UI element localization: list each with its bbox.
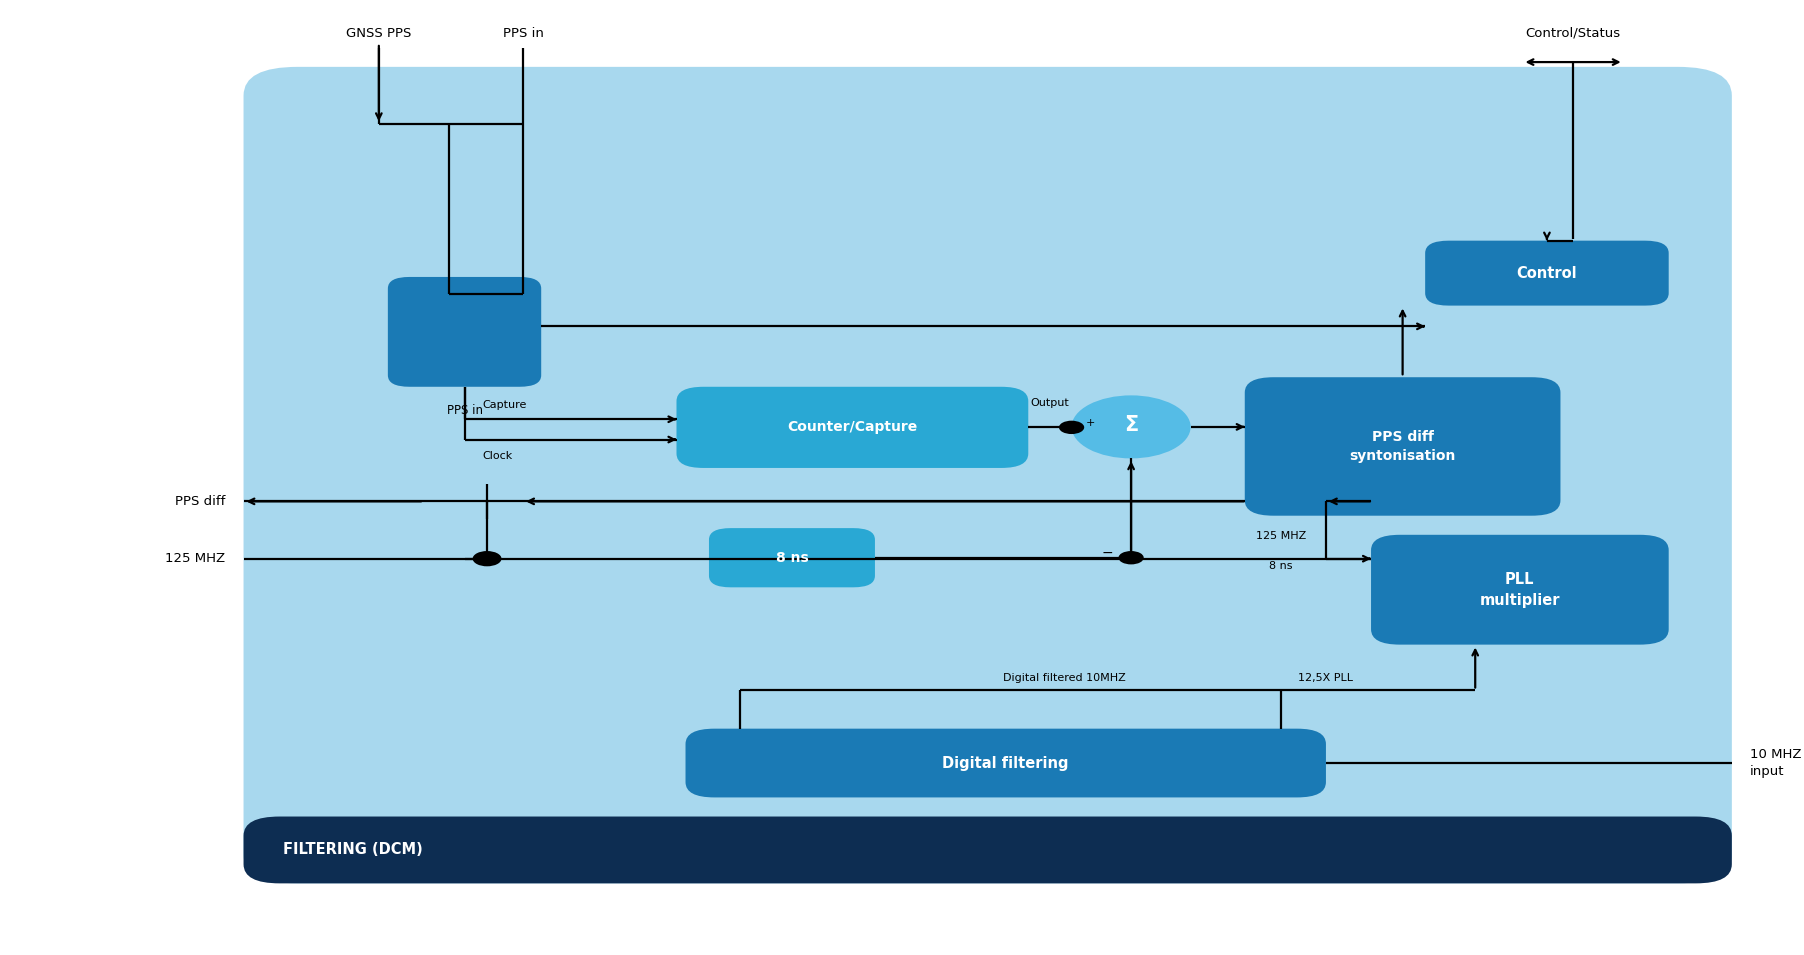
Text: Clock: Clock <box>483 451 512 461</box>
Text: −: − <box>1102 546 1113 560</box>
Text: Capture: Capture <box>483 400 527 410</box>
Text: Σ: Σ <box>1124 415 1138 435</box>
FancyBboxPatch shape <box>1425 241 1669 306</box>
Text: Control: Control <box>1517 265 1577 281</box>
FancyBboxPatch shape <box>388 277 541 387</box>
Text: FILTERING (DCM): FILTERING (DCM) <box>283 842 422 858</box>
Text: 8 ns: 8 ns <box>1268 561 1293 570</box>
Circle shape <box>1072 395 1191 458</box>
FancyBboxPatch shape <box>1371 535 1669 645</box>
Text: 12,5X PLL: 12,5X PLL <box>1299 673 1353 683</box>
Text: PPS in: PPS in <box>447 404 482 417</box>
Text: +: + <box>1086 417 1095 428</box>
Text: GNSS PPS: GNSS PPS <box>346 27 411 40</box>
Text: 125 MHZ: 125 MHZ <box>166 552 226 565</box>
FancyBboxPatch shape <box>244 817 1732 883</box>
Text: 10 MHZ
input: 10 MHZ input <box>1750 748 1802 778</box>
Circle shape <box>1059 421 1084 434</box>
FancyBboxPatch shape <box>686 729 1326 797</box>
FancyBboxPatch shape <box>676 387 1028 468</box>
FancyBboxPatch shape <box>244 67 1732 883</box>
Text: PPS diff: PPS diff <box>175 495 226 508</box>
FancyBboxPatch shape <box>709 528 875 587</box>
Circle shape <box>473 551 502 566</box>
Text: PPS diff
syntonisation: PPS diff syntonisation <box>1349 430 1456 463</box>
Text: Counter/Capture: Counter/Capture <box>787 420 918 435</box>
Text: PPS in: PPS in <box>503 27 543 40</box>
Text: PLL
multiplier: PLL multiplier <box>1479 572 1560 607</box>
Text: Digital filtered 10MHZ: Digital filtered 10MHZ <box>1003 673 1126 683</box>
Text: 8 ns: 8 ns <box>776 551 808 564</box>
Circle shape <box>1118 551 1144 564</box>
Text: Control/Status: Control/Status <box>1526 27 1620 40</box>
Text: Digital filtering: Digital filtering <box>942 755 1070 771</box>
Text: Output: Output <box>1030 398 1070 409</box>
FancyBboxPatch shape <box>1245 377 1560 516</box>
Text: 125 MHZ: 125 MHZ <box>1256 532 1306 541</box>
